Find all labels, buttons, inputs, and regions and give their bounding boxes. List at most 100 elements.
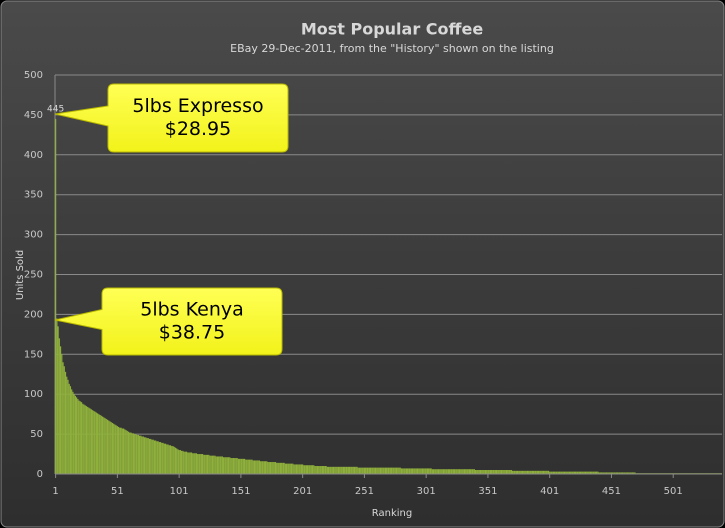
bar — [352, 466, 354, 474]
bar — [531, 470, 534, 474]
y-tick-label: 0 — [37, 469, 43, 480]
y-tick-label: 200 — [24, 309, 43, 320]
y-tick-label: 300 — [24, 230, 43, 241]
bar — [226, 457, 228, 474]
bar — [114, 424, 116, 474]
bar — [418, 468, 420, 474]
bar — [402, 468, 404, 474]
bar — [325, 466, 327, 474]
bar — [545, 470, 547, 474]
bar — [493, 470, 495, 474]
bar — [624, 472, 626, 474]
y-tick-label: 450 — [24, 110, 43, 121]
bar — [424, 468, 426, 474]
bar — [109, 421, 111, 474]
bar — [350, 466, 352, 474]
bar — [75, 397, 78, 474]
bar — [416, 468, 419, 474]
bar — [150, 438, 152, 474]
bar — [453, 469, 456, 474]
bar — [394, 467, 396, 474]
bar — [615, 472, 618, 474]
bar — [347, 466, 349, 474]
bar — [182, 450, 184, 474]
bar — [600, 472, 603, 474]
bar — [174, 447, 177, 474]
bar — [339, 466, 341, 474]
bar — [344, 466, 346, 474]
bar — [197, 454, 199, 474]
bar — [272, 462, 274, 474]
bar — [90, 409, 93, 474]
bar — [152, 439, 154, 474]
bar — [121, 428, 123, 474]
bar — [495, 470, 498, 474]
callout-shape — [54, 287, 283, 356]
bar — [98, 414, 100, 474]
bar — [184, 451, 186, 474]
bar — [227, 457, 230, 474]
bar — [246, 459, 248, 474]
bar — [99, 414, 101, 474]
bar — [358, 467, 361, 474]
bar — [292, 463, 294, 474]
bar — [442, 469, 445, 474]
bar — [57, 326, 59, 474]
bar — [266, 461, 268, 474]
bar — [371, 467, 373, 474]
bar — [377, 467, 379, 474]
bar — [297, 464, 299, 474]
bar — [293, 464, 295, 474]
bar — [468, 469, 471, 474]
bar — [303, 465, 305, 474]
bar — [187, 452, 189, 474]
bar — [236, 458, 238, 474]
x-tick-label: 451 — [602, 486, 621, 497]
bar — [557, 471, 559, 474]
bar — [460, 469, 462, 474]
bar — [194, 453, 196, 474]
bar — [122, 428, 125, 474]
bar — [206, 454, 209, 474]
bar — [241, 458, 243, 474]
bar — [549, 471, 551, 474]
bar — [356, 466, 358, 474]
bar — [382, 467, 384, 474]
bar — [544, 470, 546, 474]
bar — [629, 472, 631, 474]
bar — [71, 389, 73, 474]
bar — [398, 467, 400, 474]
bar — [158, 442, 160, 474]
bar — [185, 451, 188, 474]
bar — [157, 441, 159, 474]
bar — [140, 435, 142, 474]
bar — [336, 466, 338, 474]
bar — [251, 459, 253, 474]
bar — [481, 470, 483, 474]
annotation: 5lbs Expresso — [132, 95, 263, 117]
bar — [137, 434, 139, 474]
bar — [484, 470, 487, 474]
bar — [626, 472, 629, 474]
bar — [499, 470, 501, 474]
bar — [59, 346, 62, 474]
bar — [87, 406, 89, 474]
bar — [341, 466, 343, 474]
bar — [603, 472, 605, 474]
bar — [467, 469, 469, 474]
bar — [509, 470, 511, 474]
bar — [621, 472, 624, 474]
bar — [84, 405, 86, 474]
bar — [444, 469, 446, 474]
bar — [461, 469, 463, 474]
bar — [556, 471, 558, 474]
bar — [536, 470, 538, 474]
bar — [146, 438, 148, 474]
x-tick-label: 1 — [52, 486, 58, 497]
x-tick-label: 501 — [664, 486, 683, 497]
bar — [135, 434, 137, 474]
bar — [308, 465, 310, 474]
bar — [290, 463, 293, 474]
bar — [413, 468, 415, 474]
bar — [288, 463, 290, 474]
